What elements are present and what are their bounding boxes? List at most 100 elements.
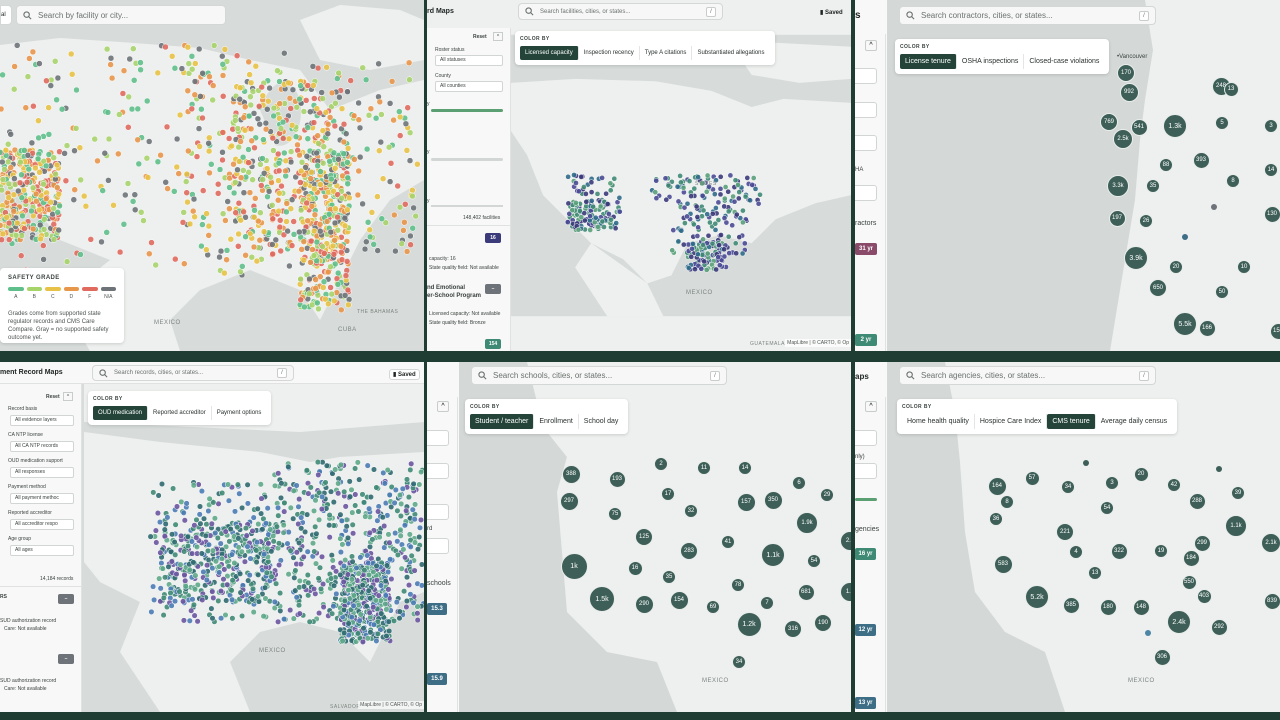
map-point[interactable]: [5, 194, 12, 201]
map-point[interactable]: [275, 540, 283, 547]
map-point[interactable]: [210, 499, 217, 506]
map-point[interactable]: [398, 500, 405, 507]
map-point[interactable]: [259, 92, 267, 100]
map-point[interactable]: [295, 602, 303, 609]
roster-status-select[interactable]: All statuses: [435, 55, 503, 66]
map-point[interactable]: [32, 190, 40, 198]
map-point[interactable]: [414, 610, 421, 617]
map-point[interactable]: [383, 562, 391, 569]
map-point[interactable]: [217, 588, 225, 595]
map-point[interactable]: [382, 219, 390, 226]
map-point[interactable]: [235, 535, 242, 542]
map-point[interactable]: [186, 617, 193, 624]
map-point[interactable]: [405, 59, 413, 67]
map-point[interactable]: [11, 146, 19, 154]
cluster-bubble[interactable]: 1.1k: [761, 543, 785, 567]
map-point[interactable]: [162, 43, 169, 51]
cluster-bubble[interactable]: 5: [1215, 116, 1229, 130]
map-point[interactable]: [208, 520, 215, 527]
map-point[interactable]: [274, 545, 282, 552]
map-point[interactable]: [229, 577, 236, 584]
map-point[interactable]: [124, 180, 132, 187]
map-point[interactable]: [235, 143, 242, 151]
map-point[interactable]: [196, 143, 203, 150]
map-point[interactable]: [160, 594, 167, 601]
map-point[interactable]: [77, 176, 84, 184]
map-point[interactable]: [37, 235, 44, 243]
map-point[interactable]: [330, 603, 337, 610]
map-point[interactable]: [172, 255, 179, 263]
map-point[interactable]: [284, 227, 291, 235]
map-point[interactable]: [257, 481, 264, 488]
map-point[interactable]: [262, 119, 270, 127]
map-point[interactable]: [402, 201, 409, 208]
map-point[interactable]: [678, 227, 685, 234]
map-point[interactable]: [385, 618, 392, 625]
map-point[interactable]: [7, 227, 15, 234]
map-point[interactable]: [168, 548, 175, 555]
map-point[interactable]: [258, 182, 265, 189]
map-point[interactable]: [143, 154, 151, 162]
map-point[interactable]: [189, 596, 196, 603]
map-point[interactable]: [108, 74, 116, 82]
map-point[interactable]: [209, 96, 216, 104]
map-point[interactable]: [355, 116, 363, 123]
map-point[interactable]: [587, 213, 593, 219]
map-point[interactable]: [588, 197, 595, 204]
map-point[interactable]: [573, 200, 579, 206]
map-point[interactable]: [275, 167, 283, 175]
map-point[interactable]: [312, 276, 319, 283]
map-point[interactable]: [675, 198, 682, 205]
saved-button[interactable]: ▮ Saved: [389, 369, 420, 380]
map-point[interactable]: [245, 577, 252, 584]
map-point[interactable]: [223, 597, 230, 604]
map-point[interactable]: [335, 69, 342, 77]
map-point[interactable]: [320, 143, 328, 150]
map-point[interactable]: [341, 292, 349, 299]
map-point[interactable]: [18, 194, 26, 201]
map-point[interactable]: [386, 627, 393, 635]
map-point[interactable]: [276, 78, 283, 85]
map-point[interactable]: [147, 533, 154, 540]
map-point[interactable]: [206, 73, 213, 80]
agency-search-box[interactable]: Search agencies, cities, or states... /: [899, 366, 1156, 385]
map-point[interactable]: [125, 124, 132, 131]
map-point[interactable]: [318, 506, 325, 513]
cluster-bubble[interactable]: 306: [1153, 648, 1171, 666]
map-point[interactable]: [312, 285, 319, 292]
cluster-bubble[interactable]: 297: [559, 491, 579, 511]
filter-select[interactable]: [855, 463, 877, 479]
cluster-bubble[interactable]: 29: [820, 488, 834, 502]
secondary-range-slider[interactable]: [431, 158, 503, 161]
map-point[interactable]: [328, 89, 336, 97]
map-point[interactable]: [188, 607, 195, 614]
map-point[interactable]: [340, 120, 348, 128]
map-point[interactable]: [143, 97, 151, 105]
map-point[interactable]: [219, 149, 226, 156]
map-point[interactable]: [171, 188, 178, 195]
map-point[interactable]: [208, 605, 215, 612]
map-point[interactable]: [34, 155, 42, 163]
map-point[interactable]: [198, 105, 205, 113]
cluster-bubble[interactable]: 992: [1119, 82, 1139, 102]
map-point[interactable]: [255, 103, 263, 110]
map-point[interactable]: [107, 54, 115, 62]
map-point[interactable]: [137, 209, 145, 216]
map-point[interactable]: [205, 140, 212, 147]
map-point[interactable]: [704, 250, 711, 257]
map-point[interactable]: [718, 232, 724, 238]
map-point[interactable]: [704, 211, 711, 218]
map-point[interactable]: [47, 198, 54, 206]
map-point[interactable]: [393, 599, 400, 606]
map-point[interactable]: [223, 256, 230, 263]
map-point[interactable]: [237, 138, 244, 145]
map-point[interactable]: [317, 227, 324, 235]
map-point[interactable]: [297, 275, 304, 283]
map-point[interactable]: [256, 120, 263, 128]
map-point[interactable]: [105, 135, 113, 143]
map-point[interactable]: [307, 259, 314, 266]
map-point[interactable]: [691, 185, 698, 192]
map-point[interactable]: [172, 521, 179, 528]
map-point[interactable]: [159, 565, 166, 572]
map-point[interactable]: [226, 538, 233, 545]
